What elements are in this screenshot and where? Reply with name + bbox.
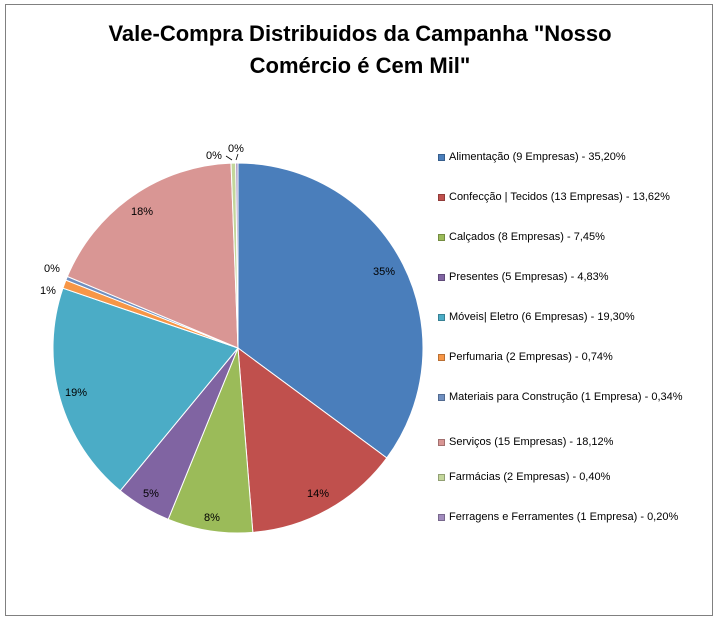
data-label: 0% — [206, 150, 222, 162]
legend-label: Ferragens e Ferramentes (1 Empresa) - 0,… — [449, 511, 679, 523]
legend-label: Perfumaria (2 Empresas) - 0,74% — [449, 351, 613, 363]
pie-slice — [52, 287, 239, 492]
pie-slice — [237, 346, 388, 533]
legend-swatch — [438, 154, 445, 161]
legend-label: Presentes (5 Empresas) - 4,83% — [449, 271, 609, 283]
chart-title: Vale-Compra Distribuidos da Campanha "No… — [108, 21, 612, 78]
legend-swatch — [438, 514, 445, 521]
legend-swatch — [438, 394, 445, 401]
legend-label: Móveis| Eletro (6 Empresas) - 19,30% — [449, 311, 635, 323]
data-label: 19% — [65, 387, 87, 399]
legend-swatch — [438, 194, 445, 201]
legend-swatch — [438, 314, 445, 321]
leader-line — [235, 153, 239, 161]
pie-slice — [235, 162, 239, 349]
data-label: 8% — [204, 512, 220, 524]
pie-slice — [237, 162, 424, 459]
data-label: 5% — [143, 488, 159, 500]
data-label: 14% — [307, 488, 329, 500]
legend-swatch — [438, 234, 445, 241]
legend-swatch — [438, 274, 445, 281]
leader-line — [225, 155, 233, 161]
legend-swatch — [438, 474, 445, 481]
data-label: 18% — [131, 206, 153, 218]
data-label: 0% — [44, 263, 60, 275]
legend-label: Confecção | Tecidos (13 Empresas) - 13,6… — [449, 191, 670, 203]
legend-label: Calçados (8 Empresas) - 7,45% — [449, 231, 605, 243]
legend-label: Farmácias (2 Empresas) - 0,40% — [449, 471, 611, 483]
legend-swatch — [438, 439, 445, 446]
legend-label: Materiais para Construção (1 Empresa) - … — [449, 391, 683, 403]
pie-slice — [66, 162, 239, 349]
legend-label: Serviços (15 Empresas) - 18,12% — [449, 436, 614, 448]
legend-swatch — [438, 354, 445, 361]
data-label: 1% — [40, 285, 56, 297]
data-label: 35% — [373, 266, 395, 278]
legend-label: Alimentação (9 Empresas) - 35,20% — [449, 151, 626, 163]
data-label: 0% — [228, 143, 244, 155]
